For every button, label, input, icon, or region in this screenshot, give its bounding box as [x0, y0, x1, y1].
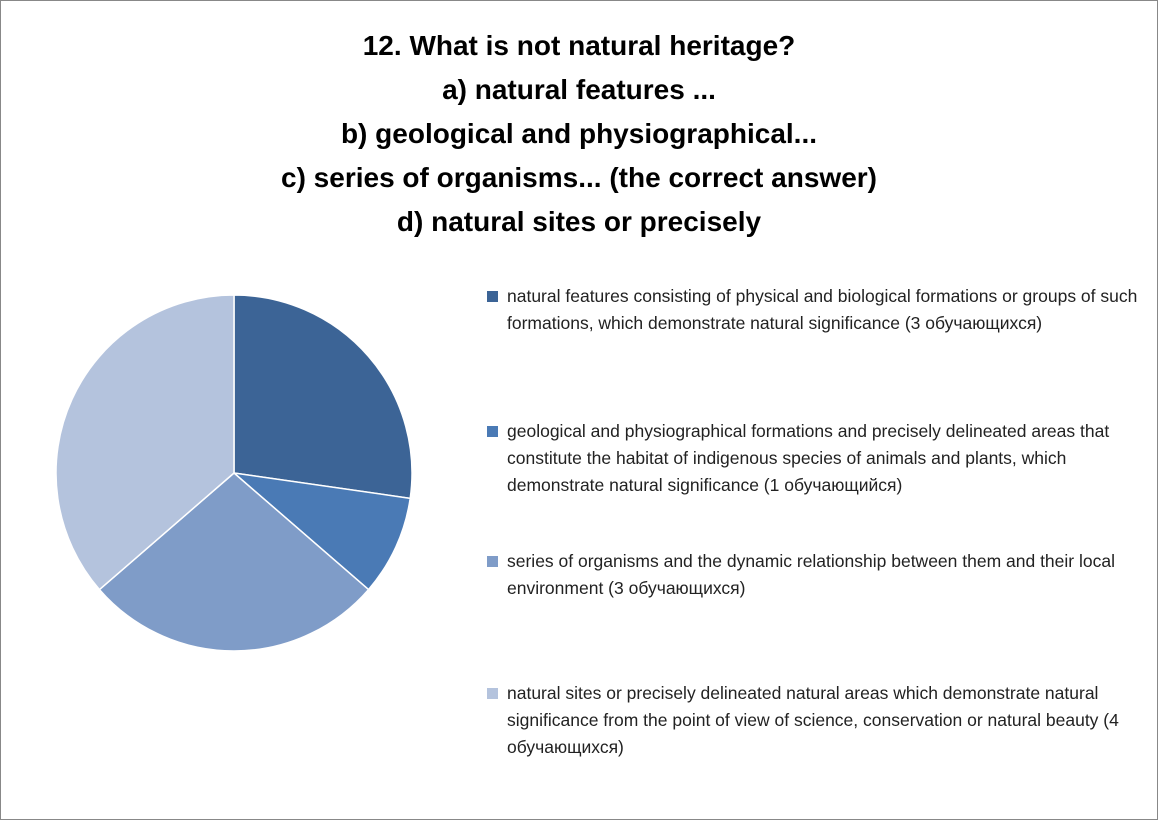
legend-swatch	[487, 556, 498, 567]
legend-item: series of organisms and the dynamic rela…	[487, 548, 1147, 602]
legend-label: natural features consisting of physical …	[507, 286, 1138, 333]
legend-item: natural features consisting of physical …	[487, 283, 1147, 337]
chart-title: c) series of organisms... (the correct a…	[281, 162, 877, 193]
pie-slice	[55, 294, 235, 591]
legend-item: natural sites or precisely delineated na…	[487, 680, 1147, 761]
legend-swatch	[487, 426, 498, 437]
legend-item: geological and physiographical formation…	[487, 418, 1147, 499]
legend-label: natural sites or precisely delineated na…	[507, 683, 1119, 757]
chart-title: 12. What is not natural heritage?	[363, 30, 796, 61]
legend-swatch	[487, 688, 498, 699]
chart-title: a) natural features ...	[442, 74, 716, 105]
chart-title: b) geological and physiographical...	[341, 118, 817, 149]
legend-label: series of organisms and the dynamic rela…	[507, 551, 1115, 598]
pie-slice	[98, 472, 370, 652]
legend-label: geological and physiographical formation…	[507, 421, 1110, 495]
chart-title: d) natural sites or precisely	[397, 206, 762, 237]
pie-slice	[233, 294, 413, 500]
pie-slice	[231, 471, 412, 591]
legend-swatch	[487, 291, 498, 302]
